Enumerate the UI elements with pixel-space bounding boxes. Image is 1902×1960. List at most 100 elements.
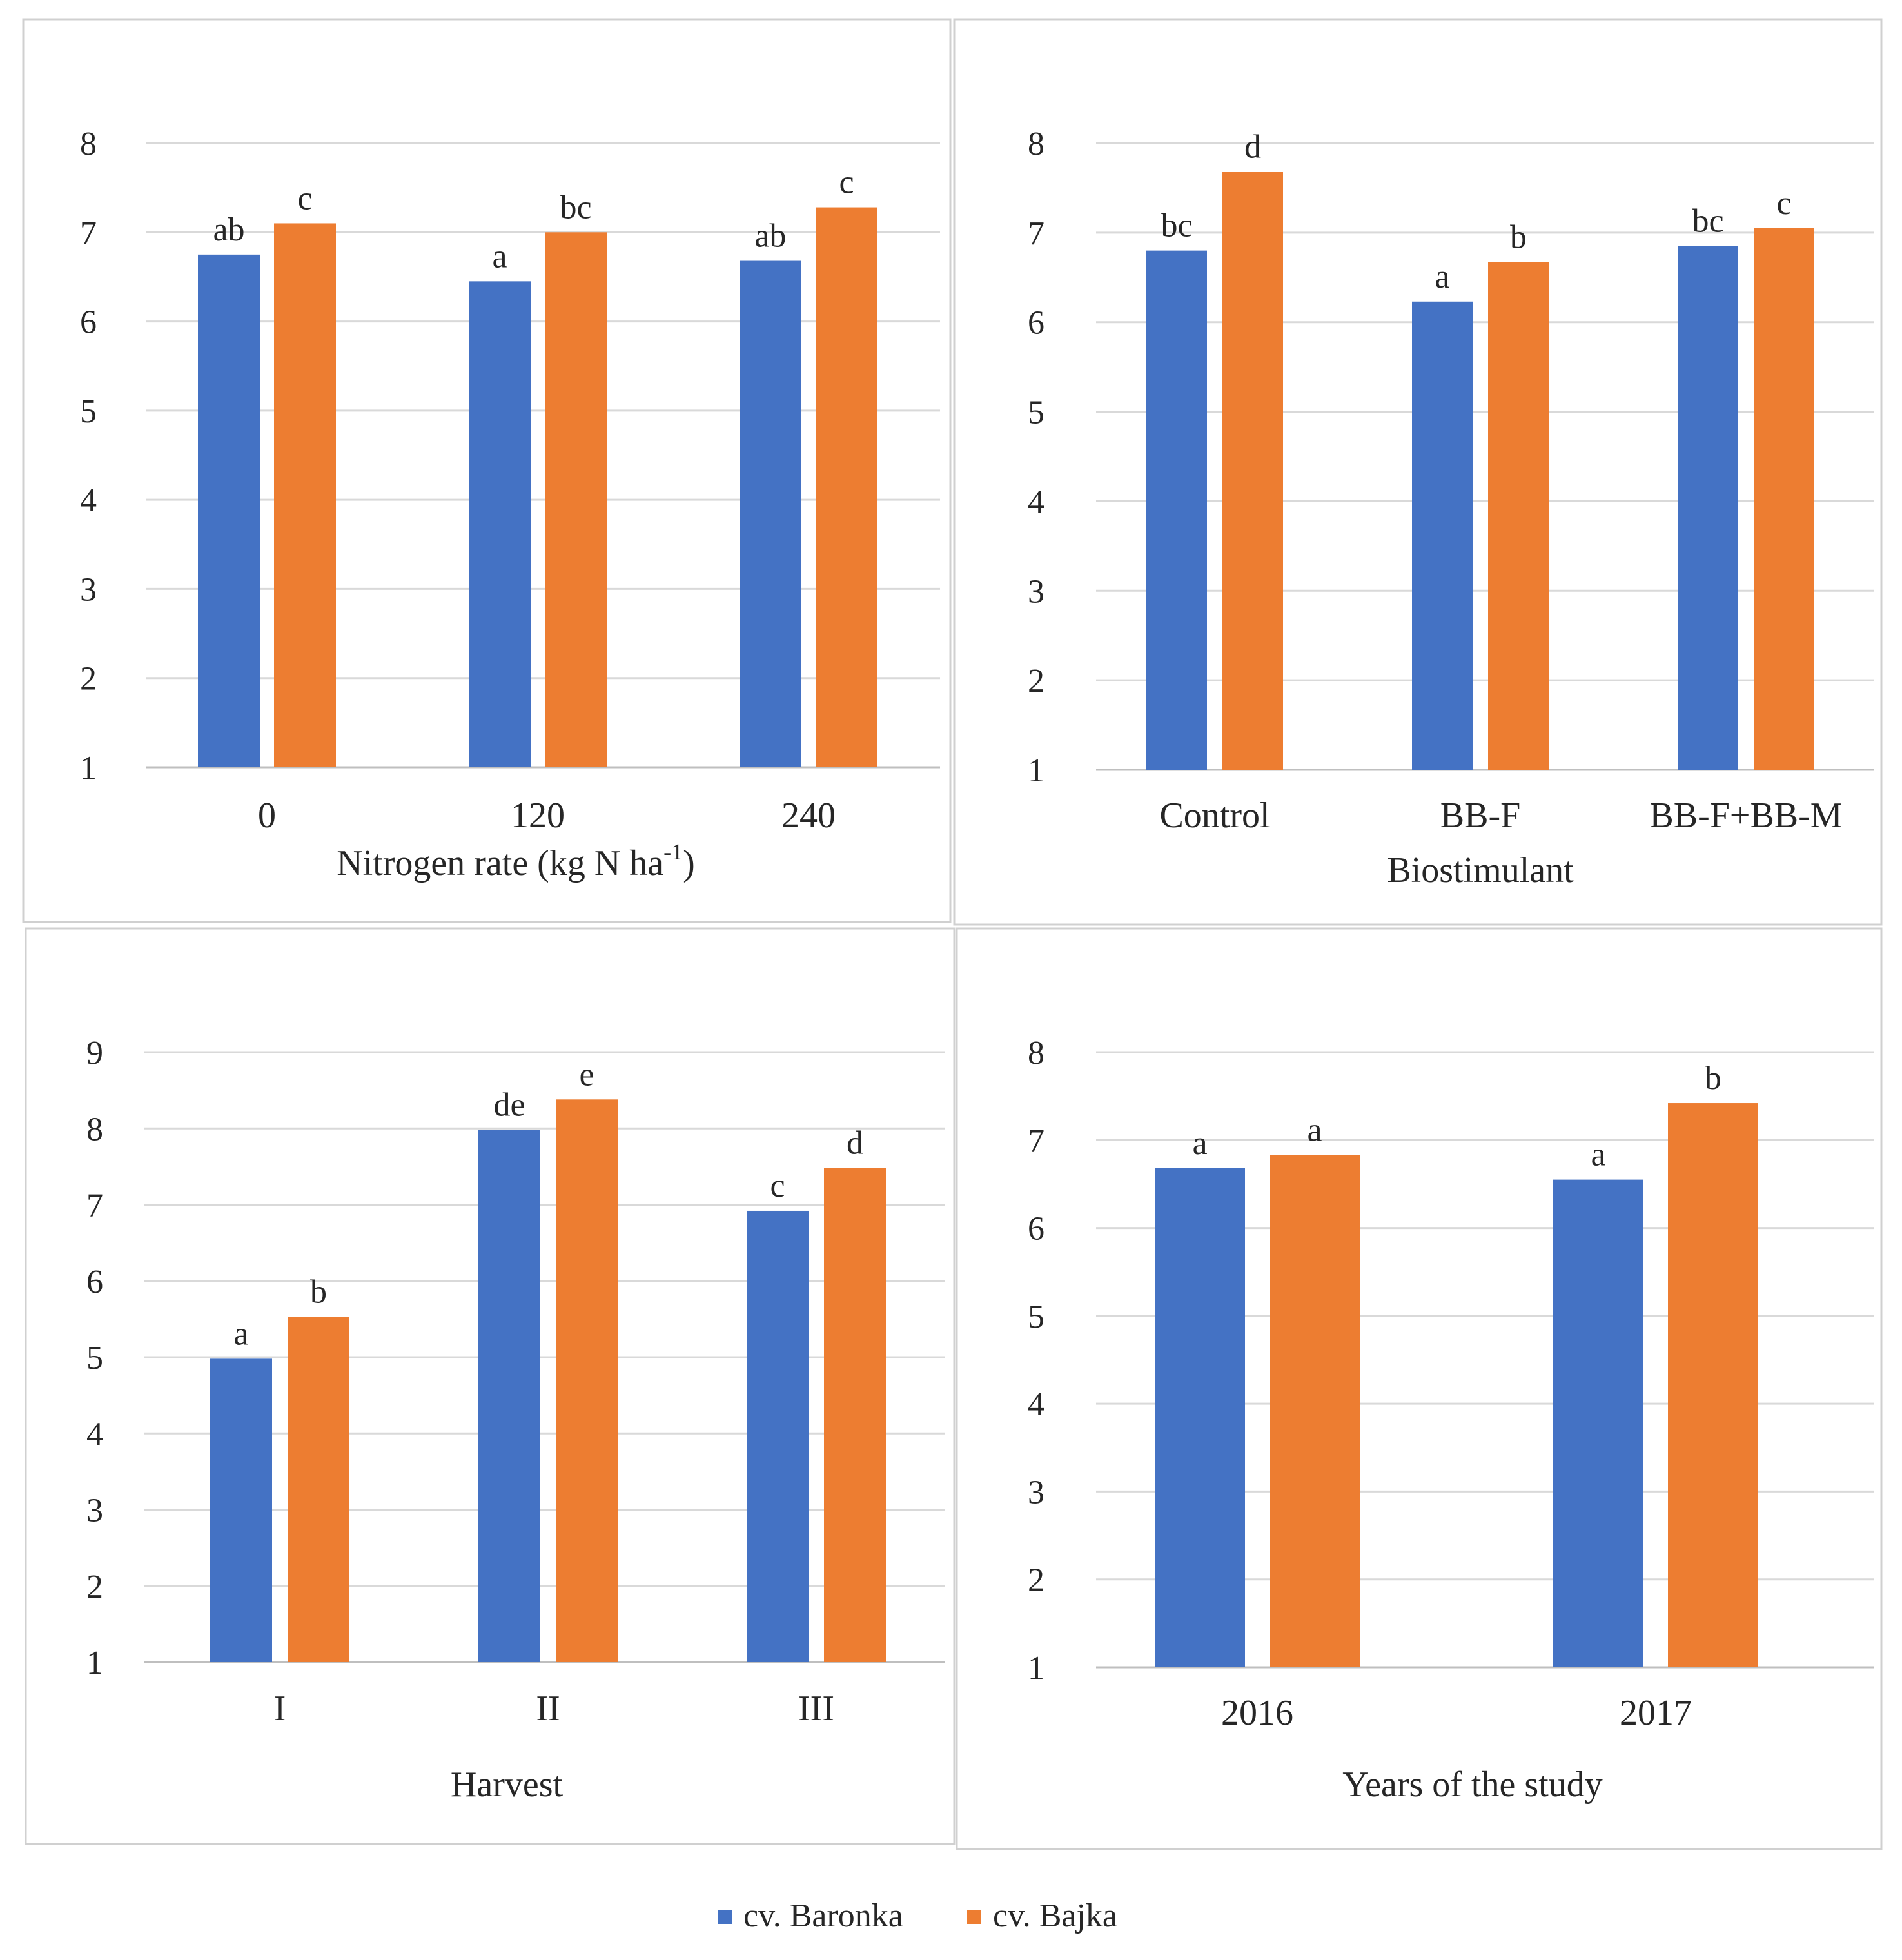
panel-frame-harvest xyxy=(25,927,956,1845)
y-tick-label: 7 xyxy=(86,1188,103,1224)
bar-baronka xyxy=(1146,250,1207,770)
y-tick-label: 2 xyxy=(86,1569,103,1605)
data-label: a xyxy=(1591,1137,1605,1173)
y-tick-label: 8 xyxy=(1028,126,1044,162)
bar-bajka xyxy=(816,207,877,768)
panel-frame-years xyxy=(956,927,1883,1850)
y-tick-label: 1 xyxy=(80,750,97,787)
panel-frame-biostimulant xyxy=(953,18,1883,926)
y-tick-label: 2 xyxy=(80,661,97,698)
data-label: a xyxy=(1435,259,1449,295)
data-label: bc xyxy=(1161,208,1192,244)
data-label: c xyxy=(297,180,312,217)
y-tick-label: 7 xyxy=(1028,215,1044,252)
bar-bajka xyxy=(824,1168,886,1662)
x-axis-title-biostimulant: Biostimulant xyxy=(1387,850,1574,890)
x-tick-label: III xyxy=(798,1689,834,1729)
y-tick-label: 7 xyxy=(1028,1122,1044,1159)
bar-bajka xyxy=(1270,1155,1360,1667)
bar-baronka xyxy=(1412,301,1473,770)
y-tick-label: 6 xyxy=(1028,1211,1044,1248)
y-tick-label: 8 xyxy=(1028,1035,1044,1072)
y-tick-label: 4 xyxy=(1028,484,1044,520)
x-tick-label: 120 xyxy=(511,796,565,836)
legend-label-baronka: cv. Baronka xyxy=(743,1897,903,1934)
y-tick-label: 5 xyxy=(86,1340,103,1377)
y-tick-label: 9 xyxy=(86,1035,103,1072)
x-tick-label: 0 xyxy=(258,796,276,836)
y-tick-label: 6 xyxy=(1028,305,1044,342)
y-tick-label: 2 xyxy=(1028,663,1044,700)
y-tick-label: 5 xyxy=(1028,395,1044,431)
y-tick-label: 1 xyxy=(1028,1650,1044,1687)
y-tick-label: 4 xyxy=(1028,1386,1044,1423)
data-label: c xyxy=(839,164,854,201)
x-tick-label: BB-F+BB-M xyxy=(1649,796,1842,836)
bar-baronka xyxy=(1155,1168,1245,1667)
data-label: de xyxy=(493,1087,525,1124)
bar-baronka xyxy=(198,254,260,767)
y-tick-label: 6 xyxy=(86,1264,103,1300)
y-tick-label: 5 xyxy=(80,393,97,430)
data-label: bc xyxy=(1692,203,1723,240)
data-label: b xyxy=(1510,219,1527,256)
bar-bajka xyxy=(274,223,336,767)
bar-bajka xyxy=(545,232,607,767)
x-axis-title-superscript: -1 xyxy=(663,839,683,865)
legend-swatch-bajka xyxy=(967,1910,981,1924)
x-axis-title-years: Years of the study xyxy=(1342,1765,1602,1805)
x-axis-title-nitrogen: Nitrogen rate (kg N ha-1) xyxy=(337,839,695,883)
y-tick-label: 5 xyxy=(1028,1298,1044,1335)
bar-bajka xyxy=(1222,172,1283,770)
x-tick-label: 240 xyxy=(781,796,836,836)
bar-bajka xyxy=(556,1099,618,1662)
data-label: c xyxy=(1776,185,1791,222)
y-tick-label: 1 xyxy=(86,1645,103,1681)
bar-baronka xyxy=(1678,246,1738,770)
legend-swatch-baronka xyxy=(718,1910,732,1924)
bar-bajka xyxy=(1754,228,1814,770)
data-label: a xyxy=(1192,1125,1207,1162)
chart-years-of-study: 1 2 3 4 5 6 7 8 a a 2016 a b 2017 xyxy=(1028,1035,1874,1733)
y-tick-label: 8 xyxy=(86,1111,103,1148)
y-tick-label: 2 xyxy=(1028,1562,1044,1599)
x-tick-label: II xyxy=(536,1689,560,1729)
data-label: ab xyxy=(213,211,244,248)
legend: cv. Baronka cv. Bajka xyxy=(718,1897,1117,1934)
legend-label-bajka: cv. Bajka xyxy=(993,1897,1117,1934)
chart-biostimulant: 1 2 3 4 5 6 7 8 bc d Control a b BB-F bc c BB-F+BB-M xyxy=(1028,126,1874,836)
y-tick-label: 3 xyxy=(1028,573,1044,610)
data-label: c xyxy=(770,1168,785,1204)
y-tick-label: 6 xyxy=(80,304,97,341)
data-label: b xyxy=(1705,1060,1721,1097)
y-tick-label: 8 xyxy=(80,126,97,162)
bar-baronka xyxy=(747,1210,809,1662)
bar-baronka xyxy=(210,1358,272,1662)
data-label: ab xyxy=(754,218,786,255)
x-tick-label: BB-F xyxy=(1440,796,1521,836)
bar-baronka xyxy=(478,1130,540,1662)
data-label: e xyxy=(579,1056,594,1093)
y-tick-label: 3 xyxy=(86,1493,103,1529)
chart-harvest: 1 2 3 4 5 6 7 8 9 a b Ide e II c d III xyxy=(86,1035,945,1729)
y-tick-label: 3 xyxy=(80,571,97,608)
x-tick-label: 2017 xyxy=(1620,1693,1692,1733)
bar-baronka xyxy=(1553,1179,1643,1667)
bar-baronka xyxy=(740,260,801,768)
bar-bajka xyxy=(288,1317,349,1662)
data-label: a xyxy=(492,238,507,275)
x-axis-title-harvest: Harvest xyxy=(451,1765,564,1805)
y-tick-label: 7 xyxy=(80,215,97,251)
data-label: bc xyxy=(560,189,591,226)
x-tick-label: Control xyxy=(1159,796,1270,836)
x-tick-label: I xyxy=(274,1689,286,1729)
data-label: d xyxy=(847,1125,863,1162)
bar-bajka xyxy=(1668,1103,1758,1667)
bar-baronka xyxy=(469,281,531,767)
y-tick-label: 4 xyxy=(86,1416,103,1453)
x-tick-label: 2016 xyxy=(1221,1693,1293,1733)
y-tick-label: 3 xyxy=(1028,1474,1044,1511)
data-label: a xyxy=(1307,1112,1322,1148)
